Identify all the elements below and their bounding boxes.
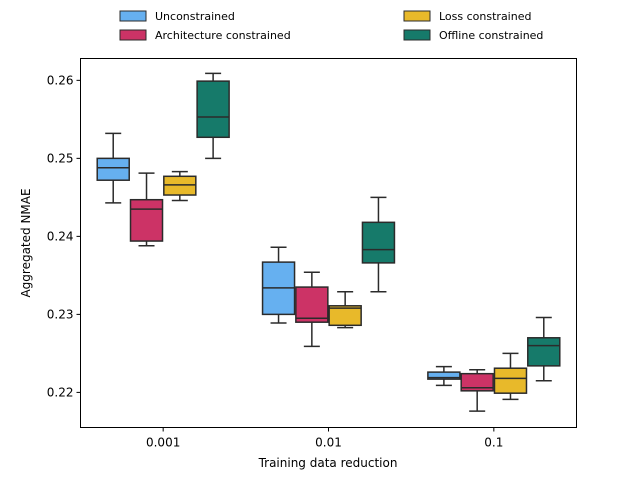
y-axis: 0.22 0.23 0.24 0.25 0.26 [47,73,81,399]
box-0-2 [427,365,461,387]
x-tick-label: 0.1 [484,436,503,450]
box-body [460,372,494,392]
x-tick-label: 0.01 [315,436,342,450]
box-body [163,175,197,196]
box-body [96,157,130,181]
box-2-0 [163,170,197,202]
x-axis-label: Training data reduction [258,456,398,470]
box-body [427,371,461,380]
box-body [196,80,230,139]
plot-area [80,58,577,428]
box-body [527,337,561,367]
legend-label: Loss constrained [439,10,531,23]
box-1-1 [295,271,329,348]
x-tick-label: 0.001 [146,436,180,450]
box-3-2 [527,316,561,382]
legend-item: Unconstrained [119,10,235,23]
legend-item: Loss constrained [403,10,531,23]
box-body [129,198,164,242]
legend-item: Architecture constrained [119,29,291,42]
y-tick-label: 0.23 [47,307,74,321]
y-axis-label: Aggregated NMAE [19,188,33,297]
y-tick-label: 0.26 [47,73,74,87]
y-tick-label: 0.22 [47,385,74,399]
box-0-0 [96,132,130,204]
box-3-0 [196,72,230,160]
box-0-1 [261,246,296,324]
box-1-2 [460,369,494,412]
legend-label: Offline constrained [439,29,543,42]
box-body [361,221,396,264]
legend-swatch [119,29,147,41]
box-2-2 [493,352,528,401]
legend-swatch [403,10,431,22]
legend-label: Architecture constrained [155,29,291,42]
box-body [328,305,362,327]
legend-item: Offline constrained [403,29,543,42]
legend: Unconstrained Architecture constrained Los… [119,10,543,42]
box-2-1 [328,291,362,329]
box-3-1 [361,196,396,293]
box-body [295,286,329,323]
legend-swatch [119,10,147,22]
x-axis: 0.001 0.01 0.1 [146,427,503,450]
box-1-0 [129,172,164,247]
box-group [96,72,561,412]
legend-label: Unconstrained [155,10,235,23]
y-tick-label: 0.24 [47,229,74,243]
legend-swatch [403,29,431,41]
box-body [493,367,528,394]
y-tick-label: 0.25 [47,151,74,165]
